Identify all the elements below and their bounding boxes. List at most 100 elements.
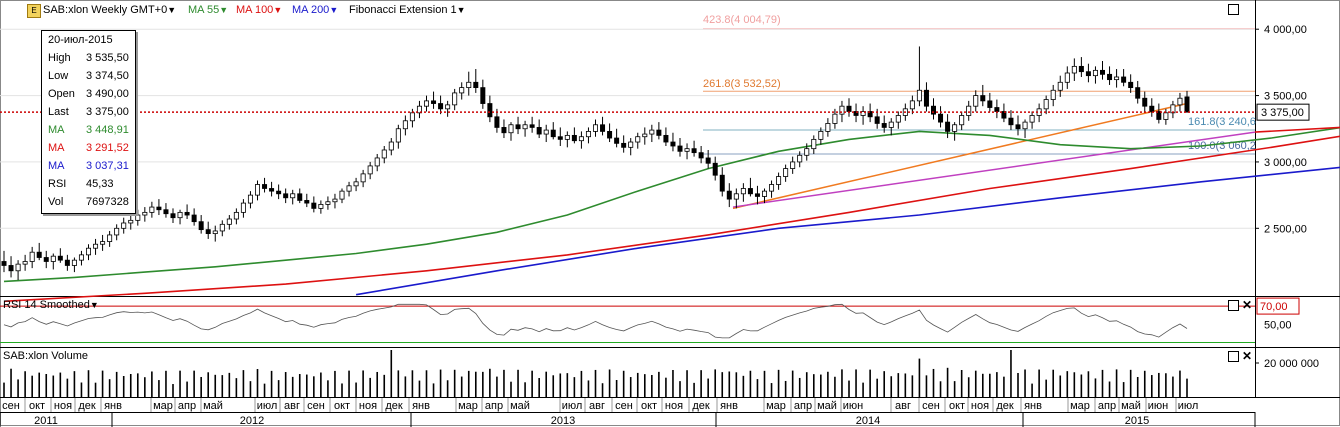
candle-body [677,145,683,152]
volume-bar [193,370,195,397]
data-window: 20-июл-2015 High 3 535,50 Low 3 374,50 Open 3… [41,30,136,214]
candle-body [945,121,951,132]
chevron-down-icon[interactable]: ▼ [329,5,339,15]
volume-bar [263,383,266,397]
ma55-legend[interactable]: MA 55▼ [188,4,228,16]
candle-body [325,201,331,205]
volume-bar [841,369,843,397]
rsi-title[interactable]: RSI 14 Smoothed▼ [3,299,99,311]
volume-bar [658,371,660,397]
volume-bar [341,383,343,397]
candle-body [938,113,944,123]
volume-bar [672,369,674,397]
info-value: 3 291,52 [86,142,129,154]
y-tick-label: 3 000,00 [1264,157,1307,169]
candle-body [71,259,77,266]
candle-body [959,115,965,126]
chevron-down-icon[interactable]: ▼ [219,5,229,15]
volume-bar [1186,378,1188,397]
volume-bar [1122,382,1125,397]
info-label: High [48,52,71,64]
chevron-down-icon[interactable]: ▼ [89,300,99,310]
volume-bar [1017,373,1019,397]
volume-bar [805,372,808,397]
candle-body [445,104,451,110]
volume-bar [651,375,653,397]
volume-bar [242,370,245,397]
chevron-down-icon[interactable]: ▼ [273,5,283,15]
candle-body [156,206,162,211]
info-label: RSI [48,178,67,190]
volume-bar [834,376,836,397]
close-icon[interactable]: ✕ [1242,349,1253,363]
ma200-label: MA 200 [292,4,330,16]
fib-legend[interactable]: Fibonacci Extension 1▼ [349,4,466,16]
candle-body [466,81,472,89]
volume-bar [1172,376,1174,397]
volume-bar [179,370,181,397]
volume-bar [101,370,104,397]
volume-bar [559,373,562,397]
volume-bar [87,370,90,397]
close-icon[interactable]: ✕ [1242,298,1253,312]
maximize-icon[interactable] [1228,351,1239,362]
chevron-down-icon[interactable]: ▼ [167,5,177,15]
maximize-icon[interactable] [1228,300,1239,311]
x-month-label: авг [589,400,605,412]
candle-body [388,141,394,151]
volume-bar [707,378,709,397]
volume-bar [629,377,632,397]
x-month-label: июл [257,400,278,412]
candle-body [747,188,753,195]
volume-bar [1136,376,1139,397]
info-row-vol: Vol 7697328 [48,196,136,212]
candle-body [142,211,148,216]
info-value: 7697328 [86,196,129,208]
rsi-label: RSI 14 Smoothed [3,299,90,311]
ma200-legend[interactable]: MA 200▼ [292,4,338,16]
x-month-label: мар [1070,400,1090,412]
candle-body [923,89,929,107]
volume-bar [1129,369,1132,397]
info-value: 3 490,00 [86,88,129,100]
x-month-label: окт [29,400,45,412]
volume-bar [1038,369,1040,397]
candle-body [1121,76,1127,83]
volume-bar [1073,372,1076,397]
volume-bar [144,377,146,397]
maximize-icon[interactable] [1228,4,1239,15]
candle-body [1064,72,1070,83]
volume-bar [552,375,555,397]
volume-bar [573,377,576,397]
chevron-down-icon[interactable]: ▼ [456,5,466,15]
candle-body [311,202,317,209]
candle-body [712,162,718,176]
x-year-label: 2013 [551,415,575,427]
candle-body [346,185,352,192]
candle-body [78,254,84,261]
volume-bar [38,372,41,397]
candle-body [994,107,1000,112]
volume-bar [1052,369,1055,397]
candle-body [128,219,134,224]
volume-bar [636,372,639,397]
ma100-legend[interactable]: MA 100▼ [236,4,282,16]
x-month-label: апр [1098,400,1116,412]
volume-bar [531,370,533,397]
symbol-title[interactable]: SAB:xlon Weekly GMT+0▼ [43,4,176,16]
candle-body [762,190,768,197]
candle-body [297,193,303,201]
volume-bar [742,375,745,397]
candle-body [1043,99,1049,110]
volume-bar [200,376,202,397]
volume-bar [496,376,498,397]
volume-bar [320,372,322,397]
candle-body [431,100,437,104]
candle-body [1156,111,1162,120]
volume-bar [31,375,33,397]
candle-body [726,190,732,200]
volume-bar [418,380,421,397]
candle-body [980,95,986,102]
candle-body [283,193,289,199]
